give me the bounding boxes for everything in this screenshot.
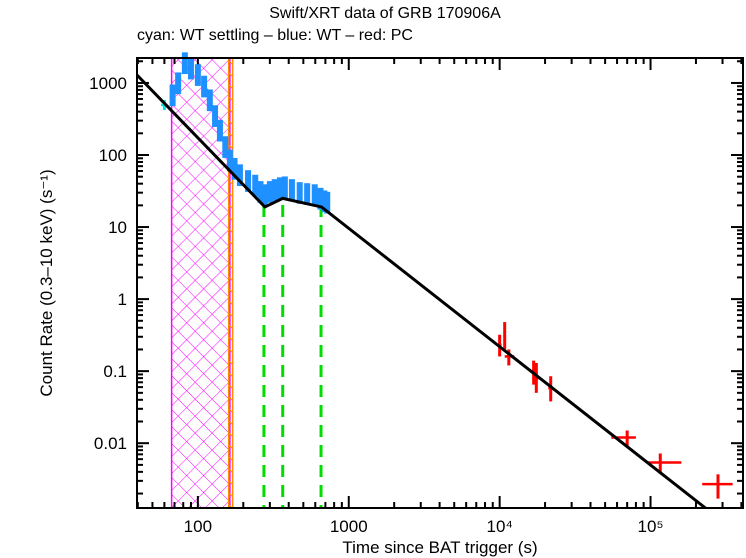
y-tick-label: 10: [108, 218, 127, 237]
chart-subtitle: cyan: WT settling – blue: WT – red: PC: [137, 27, 413, 44]
y-tick-label: 1: [118, 290, 127, 309]
shaded-region: [227, 57, 234, 509]
y-axis-label: Count Rate (0.3–10 keV) (s⁻¹): [37, 169, 56, 396]
y-tick-label: 100: [99, 146, 127, 165]
plot-frame: [136, 57, 744, 509]
y-tick-label: 0.1: [103, 362, 127, 381]
x-tick-label: 10⁴: [487, 517, 513, 536]
chart-title: Swift/XRT data of GRB 170906A: [269, 5, 501, 22]
x-tick-label: 1000: [330, 517, 368, 536]
x-tick-label: 10⁵: [638, 517, 664, 536]
y-tick-label: 1000: [89, 74, 127, 93]
x-axis-label: Time since BAT trigger (s): [342, 538, 537, 557]
model-fit-line: [135, 73, 707, 510]
x-tick-label: 100: [184, 517, 212, 536]
y-tick-label: 0.01: [94, 434, 127, 453]
